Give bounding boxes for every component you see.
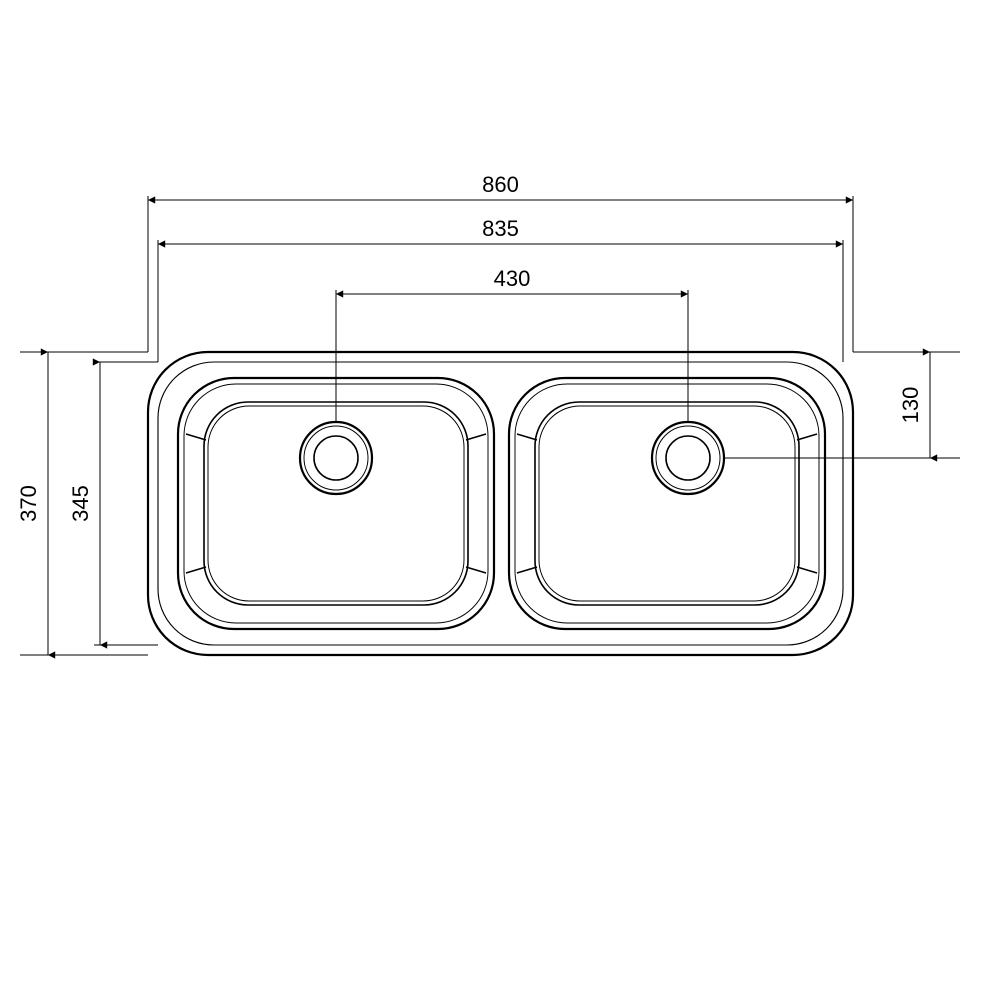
dim-drain_to_top: 130 (898, 387, 923, 424)
dim-inner_width: 835 (482, 216, 519, 241)
dim-inner_height: 345 (68, 485, 93, 522)
sink-technical-drawing: 860 835 430 370 345 130 (0, 0, 1000, 1000)
dim-overall_height: 370 (16, 485, 41, 522)
dim-overall_width: 860 (482, 172, 519, 197)
bowl-right (509, 378, 825, 629)
dim-drain_spacing: 430 (494, 266, 531, 291)
